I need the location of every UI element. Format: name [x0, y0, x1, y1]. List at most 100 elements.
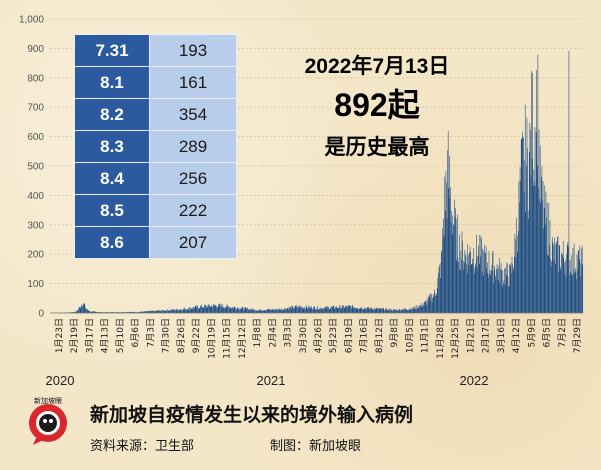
bar [498, 266, 500, 313]
bar [339, 305, 340, 313]
bar [342, 305, 343, 313]
bar [577, 269, 578, 313]
bar [530, 129, 531, 313]
bar [210, 305, 212, 313]
bar [379, 308, 381, 313]
bar [224, 307, 225, 313]
y-tick-label: 700 [27, 103, 44, 114]
bar [377, 309, 379, 313]
bar [508, 285, 510, 313]
table-row: 7.31 193 [74, 34, 237, 67]
bar [453, 224, 454, 313]
bar [436, 293, 437, 313]
bar [446, 218, 448, 313]
bar [376, 308, 378, 313]
bar [317, 309, 319, 313]
bar [370, 309, 371, 313]
bar [236, 309, 237, 313]
bar [469, 252, 470, 313]
bar [569, 260, 571, 313]
bar [378, 308, 379, 313]
bar [146, 311, 147, 313]
bar [194, 307, 195, 313]
bar [562, 254, 563, 313]
bar [459, 270, 461, 313]
x-tick-label: 7月16日 [359, 318, 370, 353]
bar [265, 309, 267, 313]
bar [524, 159, 525, 313]
bar [385, 309, 386, 313]
bar [466, 273, 468, 313]
bar [465, 253, 466, 313]
bar [390, 310, 392, 313]
bar [492, 251, 494, 313]
bar [363, 309, 364, 313]
bar [336, 306, 337, 313]
bar [574, 273, 575, 313]
bar [183, 309, 184, 313]
bar [262, 310, 263, 313]
bar [582, 264, 584, 313]
bar [236, 307, 238, 313]
bar [557, 237, 558, 313]
bar [421, 306, 423, 313]
bar [273, 309, 274, 313]
bar [443, 218, 444, 313]
bar [170, 310, 172, 313]
bar [140, 311, 141, 313]
bar [108, 312, 109, 313]
bar [419, 305, 420, 313]
bar [324, 307, 325, 313]
bar [526, 165, 527, 313]
bar [117, 311, 119, 313]
y-tick-label: 400 [27, 191, 44, 202]
bar [536, 70, 538, 314]
x-tick-label: 9月22日 [191, 318, 202, 353]
bar [535, 132, 537, 313]
bar [553, 244, 554, 313]
bar [351, 305, 353, 313]
bar [315, 309, 316, 313]
bar [471, 264, 473, 313]
bar [344, 306, 346, 313]
bar [147, 310, 149, 313]
bar [348, 305, 350, 313]
bar [139, 311, 141, 313]
bar [449, 155, 450, 313]
bar [251, 308, 253, 313]
bar [85, 307, 86, 313]
bar [157, 310, 159, 313]
bar [374, 308, 376, 313]
bar [564, 262, 565, 313]
bar [442, 228, 443, 313]
bar [156, 310, 157, 313]
bar [544, 185, 546, 313]
bar [184, 307, 186, 313]
bar [77, 310, 78, 313]
bar [299, 306, 301, 313]
logo-face [39, 414, 57, 432]
bar [541, 177, 542, 313]
bar [234, 306, 236, 313]
bar [434, 292, 436, 313]
bar [558, 271, 559, 313]
bar [307, 308, 308, 313]
bar [455, 260, 457, 313]
bar [506, 262, 508, 313]
bar [200, 305, 201, 313]
bar [220, 306, 221, 313]
bar [243, 310, 245, 313]
bar [325, 307, 327, 313]
table-date-cell: 8.4 [74, 162, 150, 195]
bar [458, 268, 460, 313]
bar [503, 283, 504, 313]
bar [270, 309, 272, 313]
bar [405, 308, 406, 313]
bar [125, 311, 127, 313]
bar [331, 306, 332, 313]
bar [163, 310, 165, 313]
bar [330, 308, 331, 313]
bar [224, 308, 226, 313]
bar [571, 274, 573, 313]
bar [326, 308, 328, 313]
